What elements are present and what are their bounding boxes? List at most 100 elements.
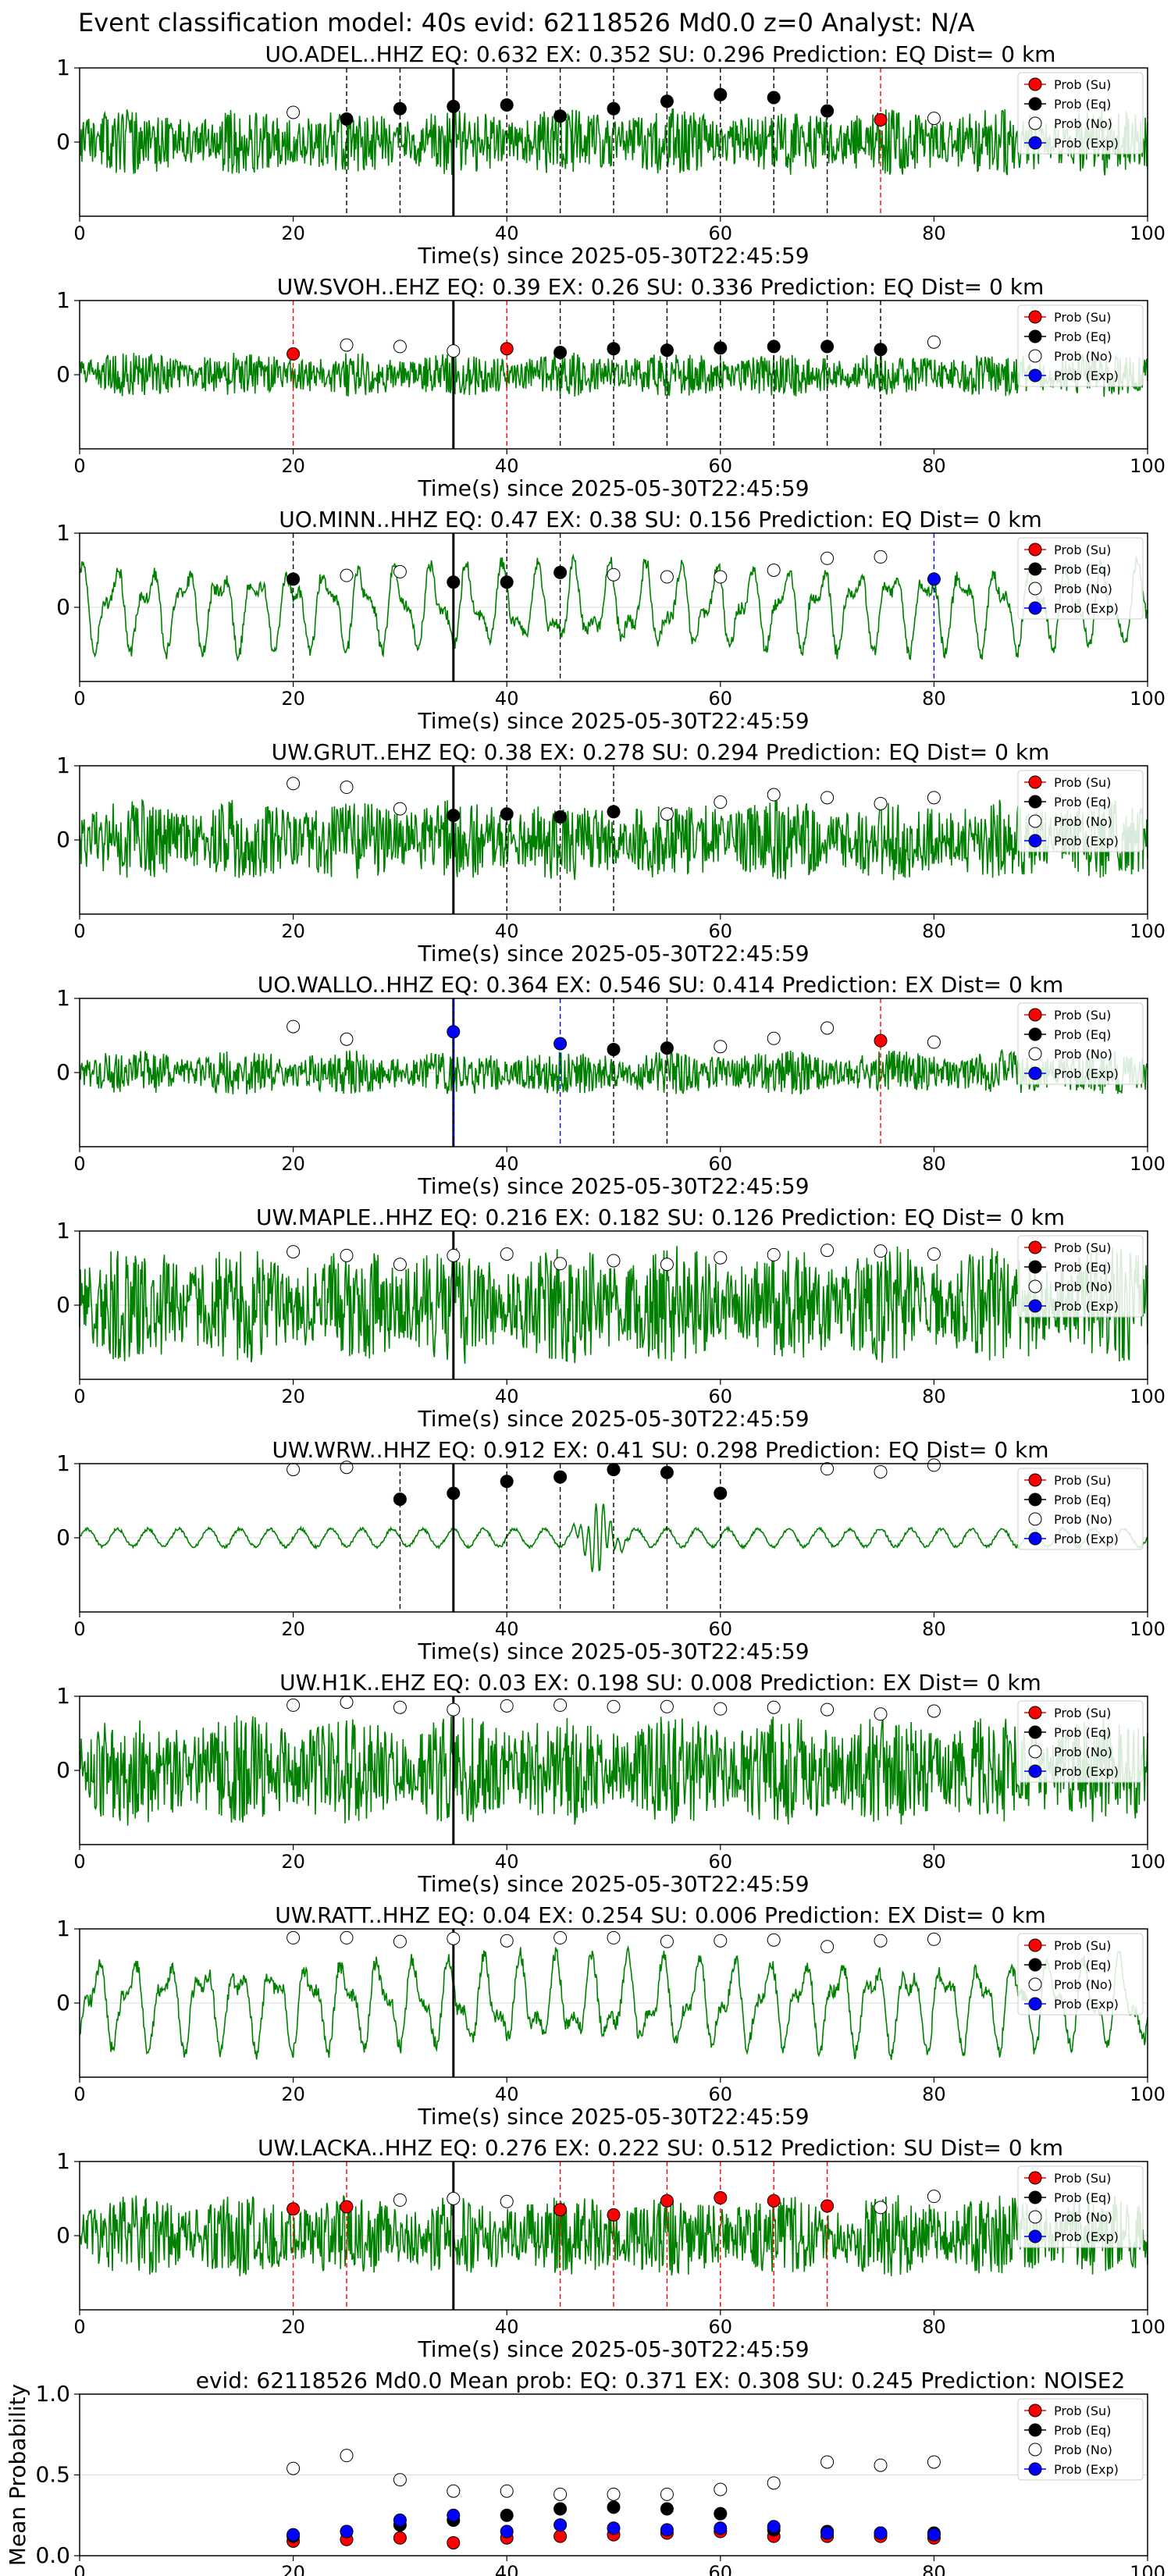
- prob-marker-no: [660, 570, 674, 584]
- x-tick-label: 40: [495, 1618, 519, 1640]
- panel-11: evid: 62118526 Md0.0 Mean prob: EQ: 0.37…: [5, 2368, 1166, 2576]
- y-tick-label: 0: [56, 1292, 70, 1318]
- legend-label-exp: Prob (Exp): [1054, 2229, 1119, 2244]
- prob-marker-exp: [553, 1037, 568, 1051]
- mean-prob-point-su: [393, 2531, 407, 2545]
- legend-label-eq: Prob (Eq): [1054, 1493, 1111, 1507]
- mean-prob-point-no: [714, 2482, 728, 2496]
- y-tick-label: 1: [56, 753, 70, 778]
- legend-label-no: Prob (No): [1054, 1977, 1112, 1992]
- prob-marker-no: [287, 105, 301, 119]
- prob-marker-eq: [500, 807, 514, 821]
- legend-marker-eq: [1028, 1725, 1042, 1739]
- x-tick-label: 80: [922, 2083, 946, 2105]
- mean-prob-point-eq: [607, 2500, 621, 2514]
- prob-marker-su: [660, 2194, 674, 2208]
- x-tick-label: 60: [709, 1618, 733, 1640]
- legend-marker-exp: [1028, 1997, 1042, 2011]
- prob-marker-no: [447, 1703, 461, 1717]
- legend-marker-no: [1028, 1512, 1042, 1526]
- x-tick-label: 20: [281, 2316, 305, 2338]
- prob-marker-eq: [714, 87, 728, 101]
- prob-marker-no: [660, 1934, 674, 1948]
- mean-prob-point-no: [393, 2473, 407, 2487]
- x-tick-label: 100: [1130, 1153, 1166, 1175]
- legend-marker-eq: [1028, 2190, 1042, 2204]
- prob-marker-no: [874, 796, 888, 810]
- prob-marker-no: [340, 1248, 354, 1262]
- x-tick-label: 0: [73, 1851, 85, 1873]
- x-axis-label: Time(s) since 2025-05-30T22:45:59: [417, 1638, 809, 1664]
- legend-label-eq: Prob (Eq): [1054, 1725, 1111, 1740]
- x-tick-label: 100: [1130, 222, 1166, 244]
- prob-marker-exp: [927, 572, 941, 586]
- y-tick-label: 1: [56, 1683, 70, 1709]
- x-tick-label: 80: [922, 1851, 946, 1873]
- legend-label-eq: Prob (Eq): [1054, 795, 1111, 809]
- prob-marker-no: [660, 1258, 674, 1272]
- legend-marker-su: [1028, 1473, 1042, 1487]
- legend-label-exp: Prob (Exp): [1054, 136, 1119, 151]
- figure-title: Event classification model: 40s evid: 62…: [78, 8, 975, 37]
- panel-title: UW.RATT..HHZ EQ: 0.04 EX: 0.254 SU: 0.00…: [275, 1902, 1045, 1928]
- mean-prob-point-no: [607, 2487, 621, 2501]
- prob-marker-no: [287, 777, 301, 791]
- prob-marker-no: [553, 1930, 568, 1944]
- panel-6: UW.MAPLE..HHZ EQ: 0.216 EX: 0.182 SU: 0.…: [56, 1204, 1166, 1432]
- axes-frame: [79, 1695, 1148, 1845]
- legend-box: [1017, 770, 1144, 852]
- mean-prob-point-no: [927, 2455, 941, 2469]
- prob-marker-eq: [553, 1470, 568, 1484]
- legend-box: [1017, 1700, 1144, 1783]
- legend-marker-eq: [1028, 329, 1042, 343]
- legend-label-exp: Prob (Exp): [1054, 1066, 1119, 1081]
- legend-marker-su: [1028, 2403, 1042, 2418]
- prob-marker-eq: [767, 340, 781, 354]
- legend-marker-su: [1028, 1008, 1042, 1022]
- prob-marker-eq: [714, 1486, 728, 1500]
- x-tick-label: 20: [281, 222, 305, 244]
- panel-2: UW.SVOH..EHZ EQ: 0.39 EX: 0.26 SU: 0.336…: [56, 274, 1166, 501]
- legend-marker-exp: [1028, 834, 1042, 848]
- axes-frame: [79, 998, 1148, 1147]
- y-tick-label: 0: [56, 1757, 70, 1783]
- prob-marker-eq: [287, 572, 301, 586]
- prob-marker-su: [874, 113, 888, 126]
- prob-marker-no: [927, 335, 941, 349]
- prob-marker-no: [820, 1462, 835, 1476]
- prob-marker-su: [340, 2200, 354, 2214]
- legend-label-exp: Prob (Exp): [1054, 834, 1119, 849]
- legend-marker-eq: [1028, 1958, 1042, 1972]
- prob-marker-no: [287, 1463, 301, 1477]
- prob-marker-no: [393, 802, 407, 816]
- y-tick-label: 1: [56, 1450, 70, 1476]
- prob-marker-eq: [447, 1486, 461, 1500]
- x-tick-label: 80: [922, 455, 946, 477]
- panel-title: UW.GRUT..EHZ EQ: 0.38 EX: 0.278 SU: 0.29…: [272, 739, 1050, 765]
- mean-prob-point-no: [820, 2455, 835, 2469]
- prob-marker-no: [767, 1933, 781, 1947]
- x-tick-label: 0: [73, 2562, 85, 2576]
- legend-label-no: Prob (No): [1054, 582, 1112, 596]
- x-tick-label: 40: [495, 1386, 519, 1407]
- prob-marker-no: [447, 1248, 461, 1262]
- prob-marker-eq: [447, 809, 461, 823]
- x-tick-label: 0: [73, 455, 85, 477]
- x-tick-label: 60: [709, 1153, 733, 1175]
- prob-marker-no: [874, 2201, 888, 2215]
- x-tick-label: 100: [1130, 920, 1166, 942]
- legend-marker-exp: [1028, 136, 1042, 150]
- axes-frame: [79, 1463, 1148, 1613]
- prob-marker-su: [287, 347, 301, 361]
- axes-frame: [79, 2393, 1148, 2556]
- prob-marker-eq: [607, 805, 621, 819]
- legend-label-eq: Prob (Eq): [1054, 2423, 1111, 2438]
- panel-title: UW.SVOH..EHZ EQ: 0.39 EX: 0.26 SU: 0.336…: [277, 274, 1045, 300]
- axes-frame: [79, 67, 1148, 217]
- mean-prob-point-no: [500, 2484, 514, 2498]
- legend-label-eq: Prob (Eq): [1054, 329, 1111, 344]
- prob-marker-no: [927, 112, 941, 126]
- y-tick-label: 0: [56, 594, 70, 620]
- prob-marker-su: [287, 2202, 301, 2216]
- x-axis-label: Time(s) since 2025-05-30T22:45:59: [417, 708, 809, 734]
